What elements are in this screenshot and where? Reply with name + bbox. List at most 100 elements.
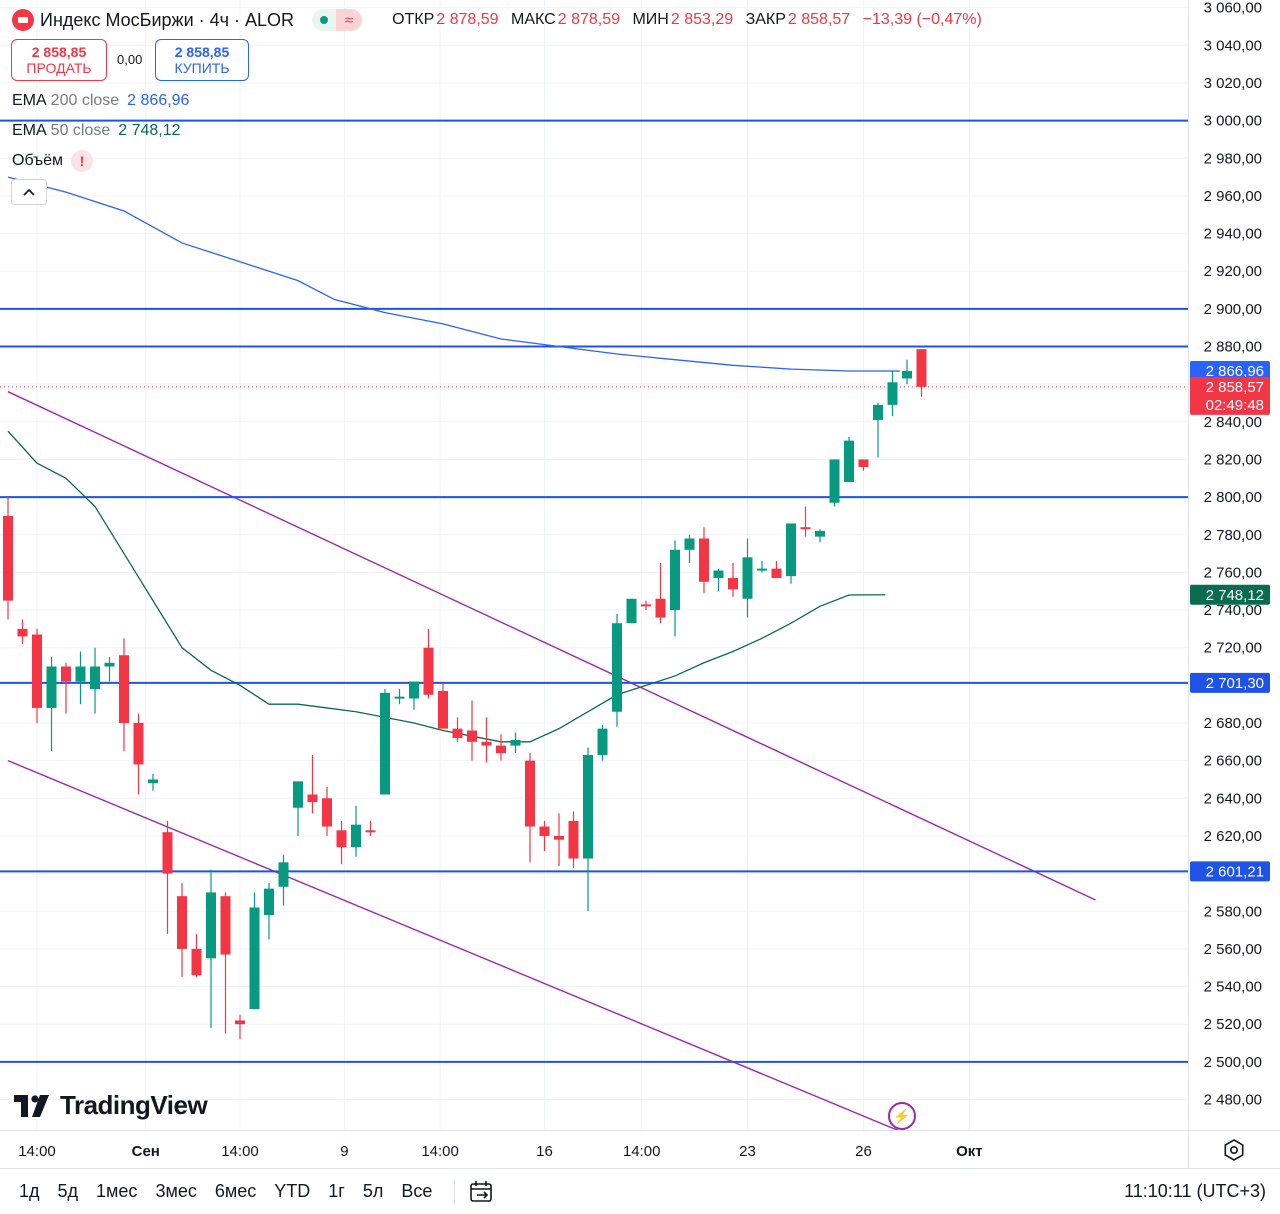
high-label: МАКС bbox=[511, 11, 556, 28]
ema200-name: EMA bbox=[12, 92, 47, 109]
range-5d[interactable]: 5д bbox=[57, 1181, 79, 1201]
candle-body bbox=[597, 728, 608, 756]
y-tick-label: 2 640,00 bbox=[1204, 790, 1262, 807]
candle-body bbox=[916, 349, 927, 387]
tradingview-logo[interactable]: TradingView bbox=[14, 1090, 208, 1121]
ema50-price-label-bg bbox=[1190, 584, 1270, 605]
legend-volume[interactable]: Объём ! bbox=[12, 150, 93, 172]
candle-body bbox=[104, 662, 115, 667]
x-tick-label: 14:00 bbox=[421, 1143, 459, 1160]
status-pill[interactable]: ≈ bbox=[312, 9, 363, 31]
last-price-label: 2 858,57 bbox=[1206, 379, 1264, 396]
symbol-title[interactable]: Индекс МосБиржи · 4ч · ALOR bbox=[40, 9, 295, 30]
range-all[interactable]: Все bbox=[401, 1181, 433, 1201]
candle-body bbox=[177, 896, 187, 949]
candle-body bbox=[655, 598, 666, 618]
candle-body bbox=[423, 647, 434, 695]
candle-body bbox=[670, 549, 680, 611]
ema200-args: 200 close bbox=[50, 92, 120, 109]
y-tick-label: 2 740,00 bbox=[1204, 602, 1262, 619]
level-label-2601: 2 601,21 bbox=[1206, 863, 1264, 880]
candle-body bbox=[278, 862, 289, 887]
candle-body bbox=[684, 538, 695, 550]
x-tick-label: 14:00 bbox=[623, 1143, 661, 1160]
ema50-price-label: 2 748,12 bbox=[1206, 587, 1264, 604]
candle-body bbox=[191, 948, 202, 976]
chart-canvas[interactable]: 2 480,00 2 500,00 2 520,00 2 540,00 2 560,00… bbox=[0, 0, 1280, 1168]
x-tick-label: Сен bbox=[132, 1143, 160, 1160]
candle-body bbox=[307, 794, 318, 803]
lightning-icon[interactable]: ⚡ bbox=[888, 1102, 916, 1130]
clock-timezone[interactable]: 11:10:11 (UTC+3) bbox=[1124, 1181, 1266, 1201]
candle-body bbox=[148, 779, 158, 784]
y-tick-label: 3 000,00 bbox=[1204, 113, 1262, 130]
y-tick-label: 2 520,00 bbox=[1204, 1016, 1262, 1033]
warning-icon[interactable]: ! bbox=[70, 150, 93, 172]
x-tick-label: Окт bbox=[956, 1143, 983, 1160]
candle-body bbox=[293, 781, 303, 808]
candle-body bbox=[61, 666, 71, 682]
y-tick-label: 2 820,00 bbox=[1204, 451, 1262, 468]
last-price-badge-bg bbox=[1190, 376, 1270, 415]
collapse-legend-button[interactable] bbox=[11, 179, 47, 205]
candle-body bbox=[844, 440, 854, 483]
range-5y[interactable]: 5л bbox=[362, 1181, 384, 1201]
ema200-value: 2 866,96 bbox=[127, 92, 190, 109]
candle-body bbox=[612, 623, 622, 712]
candle-body bbox=[510, 739, 521, 746]
sell-label: ПРОДАТЬ bbox=[26, 60, 92, 76]
range-1m[interactable]: 1мес bbox=[96, 1181, 138, 1201]
range-3m[interactable]: 3мес bbox=[155, 1181, 197, 1201]
x-tick-label: 14:00 bbox=[221, 1143, 259, 1160]
candle-body bbox=[829, 459, 840, 503]
buy-button[interactable]: 2 858,85 КУПИТЬ bbox=[155, 39, 249, 81]
countdown-label: 02:49:48 bbox=[1206, 397, 1264, 414]
gear-icon[interactable] bbox=[1222, 1138, 1246, 1162]
sell-price: 2 858,85 bbox=[31, 44, 87, 60]
range-1y[interactable]: 1г bbox=[328, 1181, 345, 1201]
y-tick-label: 2 480,00 bbox=[1204, 1092, 1262, 1109]
candle-body bbox=[133, 723, 144, 765]
moex-logo-icon bbox=[12, 9, 34, 31]
green-dot-icon bbox=[312, 16, 336, 24]
candle-body bbox=[249, 907, 260, 1010]
close-value: 2 858,57 bbox=[787, 11, 851, 28]
channel-lower-line bbox=[7, 760, 899, 1130]
change-value: −13,39 (−0,47%) bbox=[862, 11, 982, 28]
y-tick-label: 2 840,00 bbox=[1204, 414, 1262, 431]
candle-body bbox=[481, 741, 492, 746]
legend-ema50[interactable]: EMA 50 close 2 748,12 bbox=[12, 122, 181, 140]
y-tick-label: 2 940,00 bbox=[1204, 226, 1262, 243]
y-tick-label: 2 620,00 bbox=[1204, 828, 1262, 845]
candle-body bbox=[17, 628, 28, 637]
x-tick-label: 9 bbox=[340, 1143, 348, 1160]
candle-body bbox=[336, 830, 347, 848]
candle-body bbox=[452, 728, 463, 739]
candle-body bbox=[75, 666, 86, 682]
candle-body bbox=[119, 655, 129, 723]
y-tick-label: 2 540,00 bbox=[1204, 979, 1262, 996]
candle-body bbox=[815, 530, 825, 537]
candle-body bbox=[713, 570, 724, 579]
candle-body bbox=[525, 760, 535, 827]
x-tick-label: 14:00 bbox=[18, 1143, 56, 1160]
y-tick-label: 2 800,00 bbox=[1204, 489, 1262, 506]
candle-body bbox=[235, 1020, 245, 1025]
ema200-price-label-bg bbox=[1190, 361, 1270, 382]
candle-body bbox=[32, 634, 42, 708]
candle-body bbox=[699, 538, 709, 582]
ema50-args: 50 close bbox=[50, 122, 111, 139]
y-tick-label: 2 980,00 bbox=[1204, 150, 1262, 167]
candle-body bbox=[902, 370, 912, 379]
range-6m[interactable]: 6мес bbox=[214, 1181, 257, 1201]
date-range-icon[interactable] bbox=[469, 1179, 495, 1205]
level-label-2601-bg bbox=[1190, 861, 1270, 882]
range-ytd[interactable]: YTD bbox=[274, 1181, 311, 1201]
candle-body bbox=[757, 568, 767, 571]
y-tick-label: 3 020,00 bbox=[1204, 75, 1262, 92]
y-tick-label: 2 780,00 bbox=[1204, 527, 1262, 544]
legend-ema200[interactable]: EMA 200 close 2 866,96 bbox=[12, 92, 189, 110]
sell-button[interactable]: 2 858,85 ПРОДАТЬ bbox=[11, 39, 107, 81]
y-tick-label: 2 760,00 bbox=[1204, 564, 1262, 581]
range-1d[interactable]: 1д bbox=[19, 1181, 40, 1201]
